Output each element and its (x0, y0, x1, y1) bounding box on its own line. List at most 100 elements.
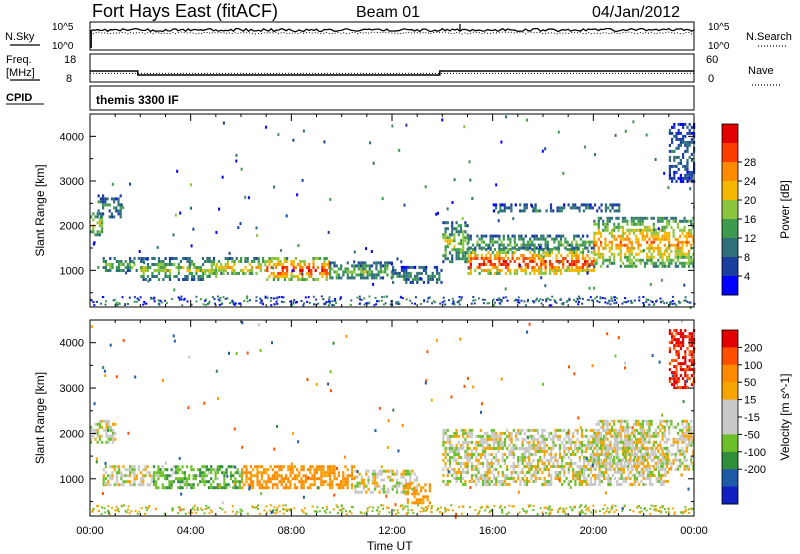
data-cell (223, 483, 226, 487)
data-cell (632, 255, 636, 259)
data-cell (690, 344, 693, 348)
data-cell (586, 263, 589, 266)
data-cell (391, 124, 394, 128)
data-cell (568, 299, 571, 301)
data-cell (179, 468, 182, 472)
data-cell (467, 254, 470, 257)
data-cell (397, 303, 400, 305)
data-cell (357, 261, 360, 265)
data-cell (564, 240, 567, 244)
data-cell (278, 296, 281, 299)
data-cell (686, 161, 689, 165)
data-cell (164, 257, 167, 260)
data-cell (501, 440, 504, 444)
data-cell (558, 437, 562, 441)
data-cell (226, 272, 229, 275)
data-cell (389, 475, 392, 479)
data-cell (163, 474, 167, 478)
data-cell (643, 419, 647, 423)
data-cell (679, 362, 682, 366)
data-cell (567, 483, 570, 486)
data-cell (580, 443, 584, 447)
data-cell (673, 386, 676, 390)
data-cell (380, 469, 383, 473)
data-cell (637, 458, 640, 462)
data-cell (197, 269, 200, 272)
data-cell (671, 302, 674, 305)
data-cell (631, 443, 634, 447)
data-cell (482, 246, 486, 250)
data-cell (647, 299, 650, 301)
data-cell (442, 260, 445, 264)
data-cell (302, 468, 305, 472)
data-cell (137, 483, 140, 487)
data-cell (544, 266, 547, 269)
data-cell (581, 269, 585, 272)
data-cell (101, 434, 104, 438)
data-cell (638, 471, 641, 474)
data-cell (453, 459, 456, 462)
data-cell (455, 477, 458, 480)
data-cell (686, 176, 689, 180)
data-cell (124, 468, 127, 472)
data-cell (318, 486, 321, 490)
data-cell (682, 179, 685, 183)
data-cell (301, 272, 304, 276)
data-cell (415, 498, 418, 502)
data-cell (190, 483, 193, 487)
data-cell (659, 297, 662, 300)
data-cell (653, 468, 656, 471)
data-cell (313, 468, 316, 472)
data-cell (629, 440, 632, 444)
data-cell (146, 483, 149, 487)
data-cell (523, 456, 526, 459)
data-cell (606, 452, 609, 456)
data-cell (487, 272, 490, 275)
data-cell (325, 257, 328, 260)
data-cell (115, 209, 118, 213)
data-cell (510, 465, 513, 468)
data-cell (238, 483, 241, 487)
data-cell (619, 264, 622, 268)
data-cell (521, 209, 524, 213)
data-cell (512, 443, 515, 447)
data-cell (678, 301, 681, 304)
data-cell (674, 467, 677, 471)
data-cell (349, 303, 352, 306)
data-cell (459, 462, 463, 465)
data-cell (365, 247, 368, 251)
data-cell (529, 246, 532, 250)
data-cell (686, 167, 689, 171)
data-cell (574, 477, 577, 480)
data-cell (123, 504, 126, 507)
data-cell (690, 425, 693, 429)
data-cell (518, 263, 521, 267)
data-cell (415, 501, 418, 505)
data-cell (650, 258, 653, 262)
data-cell (120, 483, 123, 487)
data-cell (151, 474, 154, 478)
data-cell (618, 483, 621, 486)
data-cell (124, 474, 127, 478)
data-cell (407, 277, 410, 281)
data-cell (610, 246, 614, 250)
data-cell (367, 481, 370, 485)
data-cell (95, 300, 98, 303)
data-cell (144, 465, 147, 469)
data-cell (545, 480, 548, 483)
data-cell (584, 257, 587, 260)
data-cell (362, 276, 365, 280)
data-cell (342, 270, 345, 274)
data-cell (554, 471, 557, 474)
data-cell (208, 257, 211, 260)
data-cell (635, 477, 639, 480)
data-cell (689, 306, 692, 310)
data-cell (536, 443, 540, 447)
data-cell (548, 248, 552, 251)
data-cell (676, 225, 680, 229)
data-cell (639, 258, 642, 262)
data-cell (280, 474, 283, 478)
data-cell (641, 249, 644, 253)
data-cell (470, 431, 474, 435)
data-cell (322, 474, 325, 478)
